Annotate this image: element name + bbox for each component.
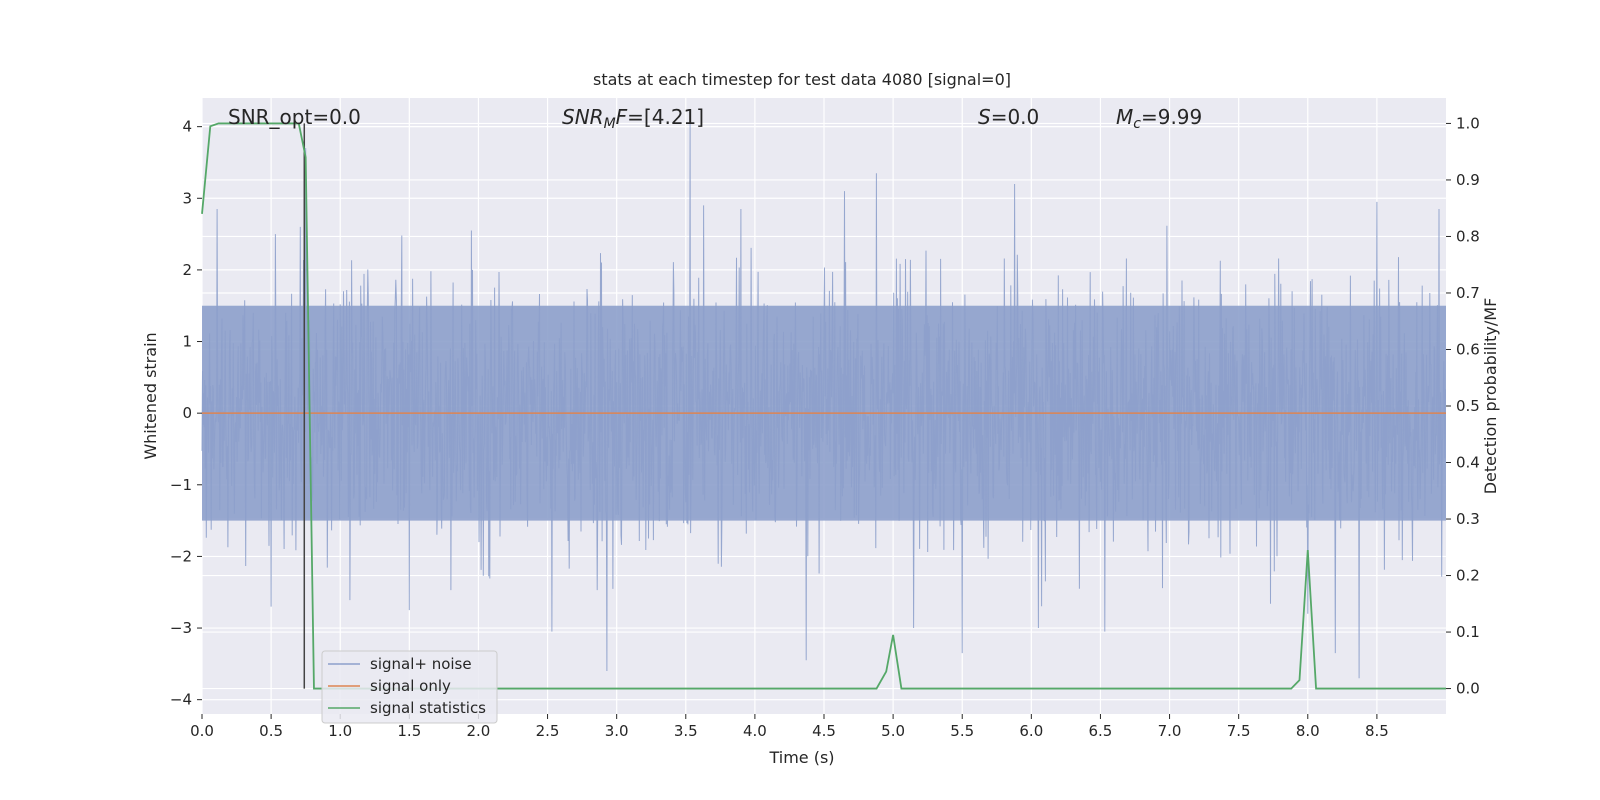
series-lines xyxy=(201,122,1446,690)
x-tick-label: 6.0 xyxy=(1019,722,1043,740)
annotation-s-symbol: S xyxy=(978,105,991,129)
y-tick-label: −4 xyxy=(170,691,192,709)
annotation-snr-opt: SNR_opt=0.0 xyxy=(228,105,361,129)
x-tick-label: 5.5 xyxy=(950,722,974,740)
y2-tick-label: 1.0 xyxy=(1456,114,1480,132)
signal-statistics-line xyxy=(201,122,1446,690)
annotation-s-value: =0.0 xyxy=(991,105,1040,129)
x-tick-label: 1.5 xyxy=(397,722,421,740)
y2-tick-label: 0.0 xyxy=(1456,680,1480,698)
chart-title: stats at each timestep for test data 408… xyxy=(593,70,1011,89)
annotation-snr-mf-symbol: SNR xyxy=(562,105,604,129)
annotation-mc-sub: c xyxy=(1133,116,1141,132)
x-axis-label: Time (s) xyxy=(768,748,834,767)
y-tick-label: −3 xyxy=(170,619,192,637)
y2-tick-label: 0.6 xyxy=(1456,340,1480,358)
y-tick-label: 0 xyxy=(182,404,192,422)
x-tick-label: 6.5 xyxy=(1089,722,1113,740)
x-axis: 0.0 0.5 1.0 1.5 2.0 2.5 3.0 3.5 4.0 4.5 5.0 5.5 6.0 6… xyxy=(190,714,1389,740)
annotations: SNR_opt=0.0 SNRMF=[4.21] S=0.0 Mc=9.99 xyxy=(228,105,1202,132)
annotation-snr-mf-value: =[4.21] xyxy=(627,105,704,129)
x-tick-label: 0.5 xyxy=(259,722,283,740)
y2-tick-label: 0.7 xyxy=(1456,284,1480,302)
legend-label-signal-statistics: signal statistics xyxy=(370,699,486,717)
annotation-s: S=0.0 xyxy=(978,105,1039,129)
y-tick-label: 2 xyxy=(182,261,192,279)
x-tick-label: 8.0 xyxy=(1296,722,1320,740)
annotation-snr-mf: SNRMF=[4.21] xyxy=(562,105,704,132)
y-tick-label: −2 xyxy=(170,547,192,565)
x-tick-label: 0.0 xyxy=(190,722,214,740)
annotation-mc: Mc=9.99 xyxy=(1116,105,1202,132)
y2-tick-label: 0.2 xyxy=(1456,567,1480,585)
y2-tick-label: 0.9 xyxy=(1456,171,1480,189)
y2-tick-label: 0.8 xyxy=(1456,227,1480,245)
x-tick-label: 1.0 xyxy=(328,722,352,740)
x-tick-label: 2.0 xyxy=(467,722,491,740)
x-tick-label: 7.0 xyxy=(1158,722,1182,740)
y-axis-right: 1.0 0.9 0.8 0.7 0.6 0.5 0.4 0.3 0.2 0.1 0.0 xyxy=(1446,114,1480,698)
y-axis-left: 4 3 2 1 0 −1 −2 −3 −4 xyxy=(170,118,202,709)
legend: signal+ noise signal only signal statist… xyxy=(321,650,498,724)
y-tick-label: −1 xyxy=(170,476,192,494)
x-tick-label: 7.5 xyxy=(1227,722,1251,740)
y2-tick-label: 0.5 xyxy=(1456,397,1480,415)
y-tick-label: 3 xyxy=(182,189,192,207)
annotation-mc-value: =9.99 xyxy=(1141,105,1202,129)
y-axis-label: Whitened strain xyxy=(141,332,160,459)
annotation-snr-mf-sub: M xyxy=(604,116,616,132)
x-tick-label: 4.0 xyxy=(743,722,767,740)
y2-tick-label: 0.4 xyxy=(1456,454,1480,472)
legend-box xyxy=(321,650,498,724)
x-tick-label: 3.0 xyxy=(605,722,629,740)
annotation-snr-mf-symbol2: F xyxy=(616,105,628,129)
y-tick-label: 1 xyxy=(182,333,192,351)
x-tick-label: 8.5 xyxy=(1365,722,1389,740)
x-tick-label: 4.5 xyxy=(812,722,836,740)
y-tick-label: 4 xyxy=(182,118,192,136)
x-tick-label: 3.5 xyxy=(674,722,698,740)
y2-tick-label: 0.1 xyxy=(1456,623,1480,641)
legend-label-signal-only: signal only xyxy=(370,677,451,695)
signal-noise-line xyxy=(201,123,1446,679)
x-tick-label: 2.5 xyxy=(536,722,560,740)
legend-label-signal-noise: signal+ noise xyxy=(370,655,472,673)
y2-tick-label: 0.3 xyxy=(1456,510,1480,528)
annotation-mc-symbol: M xyxy=(1116,105,1133,129)
x-tick-label: 5.0 xyxy=(881,722,905,740)
y2-axis-label: Detection probability/MF xyxy=(1481,298,1500,495)
